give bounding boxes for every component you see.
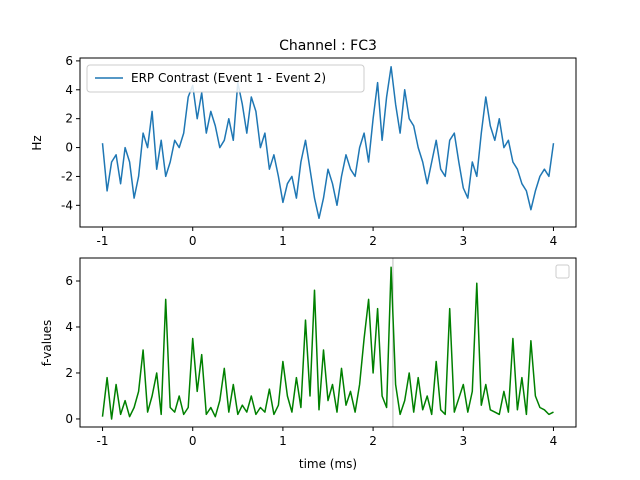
top-axes-frame — [79, 57, 577, 228]
top-panel: Channel : FC3 -1 0 1 2 3 4 -4 -2 0 2 4 6 Hz ERP Co… — [30, 38, 577, 248]
bottom-x-tick-label: 4 — [550, 434, 558, 448]
top-y-tick-label: -4 — [61, 198, 73, 212]
top-x-ticks: -1 0 1 2 3 4 — [97, 227, 558, 248]
bottom-y-tick-label: 4 — [65, 320, 73, 334]
top-y-tick-label: 4 — [65, 83, 73, 97]
bottom-x-tick-label: 2 — [369, 434, 377, 448]
top-y-tick-label: 6 — [65, 54, 73, 68]
top-y-tick-label: 0 — [65, 141, 73, 155]
bottom-y-tick-label: 2 — [65, 366, 73, 380]
top-x-tick-label: 4 — [550, 234, 558, 248]
top-x-tick-label: 3 — [459, 234, 467, 248]
bottom-legend — [555, 264, 570, 279]
top-x-tick-label: -1 — [97, 234, 109, 248]
top-y-tick-label: -2 — [61, 169, 73, 183]
top-plot-area — [101, 65, 555, 220]
top-y-tick-label: 2 — [65, 112, 73, 126]
bottom-y-tick-label: 6 — [65, 274, 73, 288]
top-legend: ERP Contrast (Event 1 - Event 2) — [86, 64, 365, 93]
bottom-y-tick-label: 0 — [65, 412, 73, 426]
bottom-panel: -1 0 1 2 3 4 0 2 4 6 f-values time (ms) — [40, 257, 577, 471]
bottom-x-tick-label: 1 — [279, 434, 287, 448]
top-y-ticks: -4 -2 0 2 4 6 — [61, 54, 80, 212]
bottom-plot-area — [101, 258, 554, 427]
top-legend-entry: ERP Contrast (Event 1 - Event 2) — [131, 71, 326, 85]
chart-title: Channel : FC3 — [279, 38, 377, 54]
bottom-x-axis-label: time (ms) — [299, 457, 357, 471]
bottom-y-axis-label: f-values — [40, 320, 54, 367]
bottom-legend-box — [555, 264, 570, 279]
bottom-x-tick-label: 0 — [189, 434, 197, 448]
top-x-tick-label: 1 — [279, 234, 287, 248]
bottom-y-ticks: 0 2 4 6 — [65, 274, 80, 426]
top-series-line-0 — [101, 65, 555, 220]
bottom-x-tick-label: -1 — [97, 434, 109, 448]
bottom-x-ticks: -1 0 1 2 3 4 — [97, 427, 558, 448]
top-legend-box — [86, 64, 365, 93]
top-y-axis-label: Hz — [30, 135, 44, 150]
top-x-tick-label: 2 — [369, 234, 377, 248]
bottom-x-tick-label: 3 — [459, 434, 467, 448]
top-x-tick-label: 0 — [189, 234, 197, 248]
bottom-series-line-0 — [101, 266, 554, 420]
bottom-axes-frame — [79, 257, 577, 428]
